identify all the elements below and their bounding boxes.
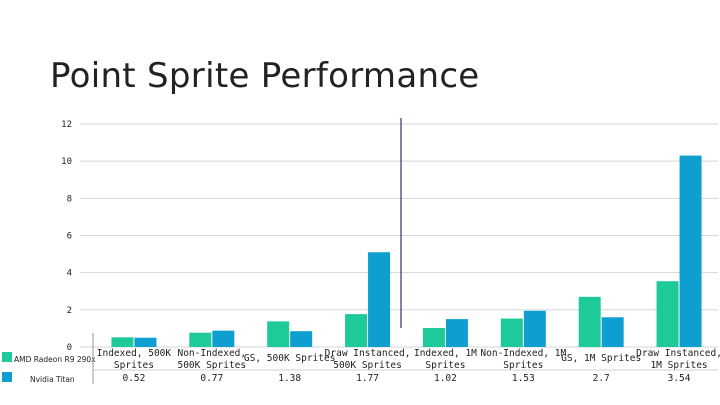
category-label: Non-Indexed, (177, 348, 246, 359)
slide-title: Point Sprite Performance (50, 56, 480, 96)
legend-label: AMD Radeon R9 290x (14, 355, 96, 364)
legend-label: Nvidia Titan (30, 375, 75, 384)
legend: AMD Radeon R9 290x Nvidia Titan (2, 352, 96, 384)
bar-amd (656, 281, 679, 347)
table-cell: 3.54 (668, 373, 691, 384)
y-tick-label: 4 (67, 269, 72, 279)
bar-nvidia (445, 319, 468, 347)
bar-amd (578, 296, 601, 347)
category-label: GS, 500K Sprites (244, 353, 336, 364)
bar-nvidia (679, 155, 702, 347)
data-table: 0.52 0.77 1.38 1.77 1.02 1.53 2.7 3.54 (92, 333, 718, 384)
table-cell: 1.02 (434, 373, 457, 384)
table-cell: 1.77 (356, 373, 379, 384)
category-label: Sprites (114, 360, 154, 371)
category-label: 500K Sprites (177, 360, 246, 371)
table-cell: 2.7 (593, 373, 610, 384)
bar-amd (189, 332, 212, 347)
category-label: Sprites (503, 360, 543, 371)
gridlines (80, 123, 718, 348)
table-cell: 1.38 (278, 373, 301, 384)
y-tick-label: 8 (67, 194, 72, 204)
category-label: Draw Instanced, (325, 348, 411, 359)
bar-amd (500, 318, 523, 347)
y-tick-label: 10 (61, 157, 72, 167)
category-label: Sprites (425, 360, 465, 371)
bar-nvidia (523, 310, 546, 347)
legend-swatch (2, 372, 12, 382)
y-tick-label: 6 (67, 232, 72, 242)
category-label: 500K Sprites (333, 360, 402, 371)
table-cell: 1.53 (512, 373, 535, 384)
bar-nvidia (368, 252, 391, 347)
table-cell: 0.77 (200, 373, 223, 384)
y-tick-labels: 0 2 4 6 8 10 12 (61, 120, 72, 353)
category-label: 1M Sprites (650, 360, 707, 371)
bar-amd (267, 321, 290, 347)
category-label: Indexed, 500K (97, 348, 172, 359)
bar-nvidia (212, 330, 235, 347)
category-label: Indexed, 1M (414, 348, 477, 359)
bar-nvidia (601, 317, 624, 347)
bar-amd (422, 328, 445, 347)
table-cell: 0.52 (122, 373, 145, 384)
category-label: GS, 1M Sprites (561, 353, 641, 364)
legend-swatch (2, 352, 12, 362)
y-tick-label: 2 (67, 306, 72, 316)
bar-nvidia (290, 331, 313, 347)
bars (111, 155, 702, 347)
bar-amd (111, 337, 134, 347)
y-tick-label: 12 (61, 120, 72, 130)
y-tick-label: 0 (67, 343, 72, 353)
bar-amd (345, 314, 368, 347)
category-label: Draw Instanced, (636, 348, 720, 359)
bar-nvidia (134, 337, 157, 347)
category-label: Non-Indexed, 1M (480, 348, 566, 359)
